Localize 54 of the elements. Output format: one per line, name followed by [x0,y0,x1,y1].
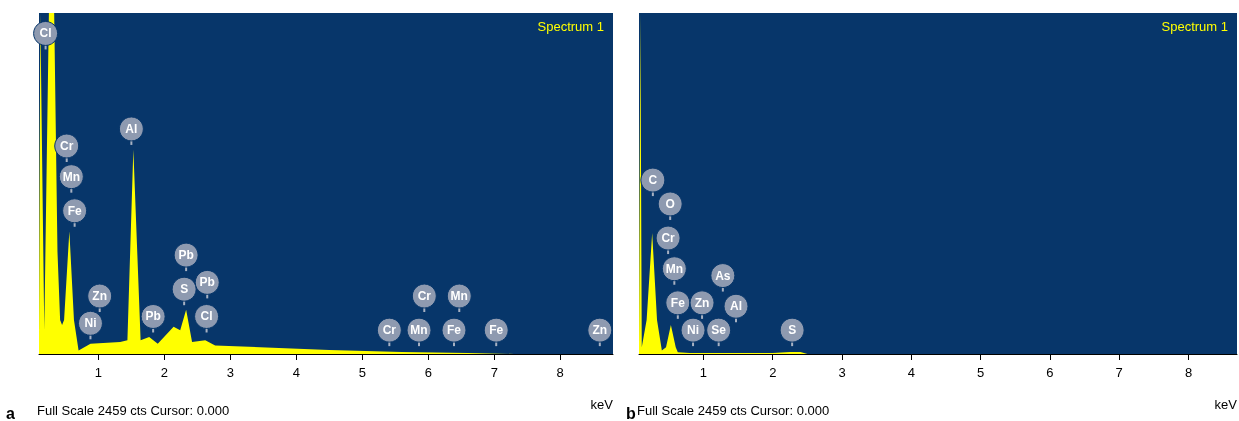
annotation: Ni [84,316,97,331]
annotation: Fe [446,323,462,338]
annotation: Cl [39,26,52,41]
x-tick-label: 6 [424,365,432,380]
annotation: Pb [178,248,194,263]
annotation: As [715,268,731,283]
annotation: Zn [694,295,710,310]
x-tick-label: 3 [226,365,234,380]
x-tick-label: 2 [160,365,168,380]
annotation: Cr [60,138,74,153]
x-tick-label: 2 [769,365,777,380]
x-axis-title: keV [1214,397,1238,412]
x-tick-label: 5 [977,365,985,380]
annotation: Fe [489,323,504,338]
annotation: Mn [450,289,468,304]
x-tick-label: 8 [556,365,564,380]
annotation: Cr [417,289,432,304]
annotation: Mn [62,169,80,184]
text: a [6,404,15,421]
annotation: Pb [199,275,215,290]
annotation: Ni [687,323,700,338]
x-tick-label: 4 [907,365,915,380]
annotation: Fe [670,295,686,310]
x-tick-label: 7 [1115,365,1123,380]
annotation: Zn [592,323,608,338]
annotation: O [665,196,675,211]
text: b [626,404,636,421]
annotation: C [648,173,658,188]
annotation: S [180,282,189,297]
x-tick-label: 3 [838,365,846,380]
annotation: Cr [382,323,397,338]
annotation: Al [125,121,138,136]
x-axis-title: keV [590,397,614,412]
x-tick-label: 1 [699,365,708,380]
text: Full Scale 2459 cts Cursor: 0.000 [637,403,830,418]
x-tick-label: 8 [1184,365,1193,380]
x-tick-label: 6 [1046,365,1054,380]
annotation: Pb [145,309,161,324]
text: Spectrum 1 [1161,19,1229,34]
annotation: Zn [92,289,108,304]
text: Full Scale 2459 cts Cursor: 0.000 [37,403,230,418]
annotation: Mn [410,323,428,338]
x-tick-label: 4 [292,365,300,380]
annotation: Fe [67,203,82,218]
x-tick-label: 5 [358,365,366,380]
x-tick-label: 7 [490,365,498,380]
annotation: Cl [200,309,213,324]
x-tick-label: 1 [94,365,102,380]
annotation: Al [730,299,743,314]
annotation: Se [711,323,727,338]
annotation: Mn [665,261,683,276]
text: Spectrum 1 [537,19,605,34]
annotation: S [788,323,797,338]
annotation: Cr [661,231,676,246]
